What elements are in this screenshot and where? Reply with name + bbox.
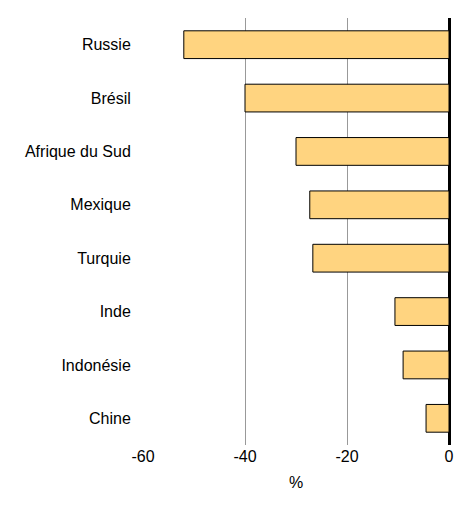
svg-text:-20: -20 bbox=[335, 448, 358, 465]
svg-text:0: 0 bbox=[445, 448, 454, 465]
svg-text:Indonésie: Indonésie bbox=[61, 357, 130, 374]
svg-text:Brésil: Brésil bbox=[91, 90, 131, 107]
svg-text:Inde: Inde bbox=[100, 303, 131, 320]
svg-text:Turquie: Turquie bbox=[77, 250, 131, 267]
svg-text:Mexique: Mexique bbox=[70, 196, 131, 213]
svg-text:Russie: Russie bbox=[82, 36, 131, 53]
svg-text:%: % bbox=[289, 474, 303, 491]
svg-text:-40: -40 bbox=[233, 448, 256, 465]
svg-text:Chine: Chine bbox=[89, 410, 131, 427]
svg-text:Afrique du Sud: Afrique du Sud bbox=[25, 143, 131, 160]
svg-text:-60: -60 bbox=[131, 448, 154, 465]
